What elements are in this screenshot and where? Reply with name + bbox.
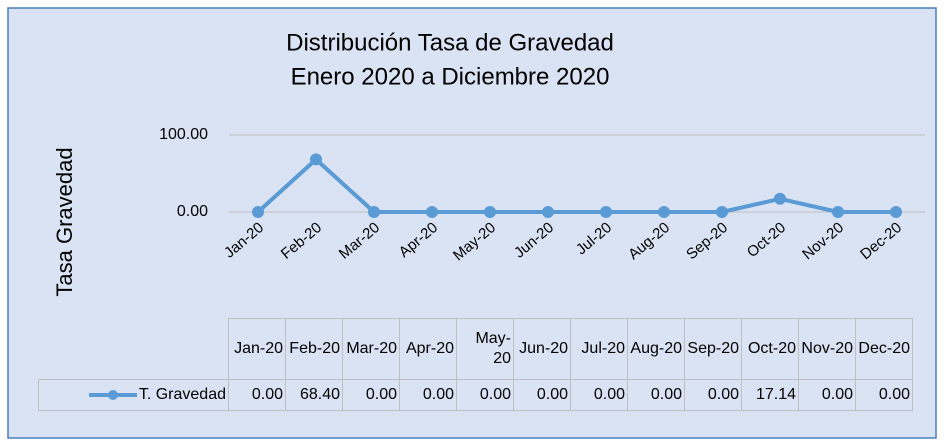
table-value-cell: 0.00 (456, 379, 514, 411)
table-value-cell: 0.00 (684, 379, 742, 411)
table-value-cell: 68.40 (285, 379, 343, 411)
data-point (774, 192, 786, 205)
data-point (252, 206, 264, 218)
data-point (484, 206, 496, 218)
table-header-cell: Oct-20 (741, 318, 799, 380)
table-value-cell: 17.14 (741, 379, 799, 411)
table-value-cell: 0.00 (513, 379, 571, 411)
data-table: Jan-20 Feb-20 Mar-20 Apr-20 May-20 Jun-20 Jul-… (38, 318, 913, 411)
table-header-cell: May-20 (456, 318, 514, 380)
y-tick-label: 0.00 (177, 203, 208, 220)
y-axis-label: Tasa Gravedad (52, 147, 77, 296)
chart-subtitle: Enero 2020 a Diciembre 2020 (291, 63, 610, 90)
table-value-cell: 0.00 (798, 379, 856, 411)
table-header-cell: Nov-20 (798, 318, 856, 380)
table-header-cell: Sep-20 (684, 318, 742, 380)
table-header-cell: Mar-20 (342, 318, 400, 380)
table-header-cell: Aug-20 (627, 318, 685, 380)
table-header-cell: Apr-20 (399, 318, 457, 380)
data-point (426, 206, 438, 218)
table-value-cell: 0.00 (855, 379, 913, 411)
data-point (832, 206, 844, 218)
table-header-cell: Jan-20 (228, 318, 286, 380)
data-point (542, 206, 554, 218)
data-point (716, 206, 728, 218)
data-point (600, 206, 612, 218)
legend-marker (107, 389, 118, 400)
data-point (658, 206, 670, 218)
table-header-cell: Jul-20 (570, 318, 628, 380)
table-corner (38, 318, 229, 380)
series-line (256, 157, 896, 214)
data-point (890, 206, 902, 218)
y-tick-label: 100.00 (159, 126, 208, 143)
table-header-cell: Feb-20 (285, 318, 343, 380)
table-value-cell: 0.00 (342, 379, 400, 411)
table-value-cell: 0.00 (228, 379, 286, 411)
data-point (368, 206, 380, 218)
legend-swatch (88, 389, 137, 400)
chart-title: Distribución Tasa de Gravedad (286, 29, 614, 56)
table-header-row: Jan-20 Feb-20 Mar-20 Apr-20 May-20 Jun-20 Jul-… (38, 318, 913, 380)
table-value-cell: 0.00 (399, 379, 457, 411)
legend-label: T. Gravedad (138, 386, 226, 403)
table-header-cell: Dec-20 (855, 318, 913, 380)
table-value-cell: 0.00 (570, 379, 628, 411)
legend-cell: T. Gravedad (38, 379, 229, 411)
table-header-cell: Jun-20 (513, 318, 571, 380)
table-data-row: T. Gravedad 0.00 68.40 0.00 0.00 0.00 0.00 0.0… (38, 379, 913, 411)
data-point (310, 153, 322, 166)
table-value-cell: 0.00 (627, 379, 685, 411)
